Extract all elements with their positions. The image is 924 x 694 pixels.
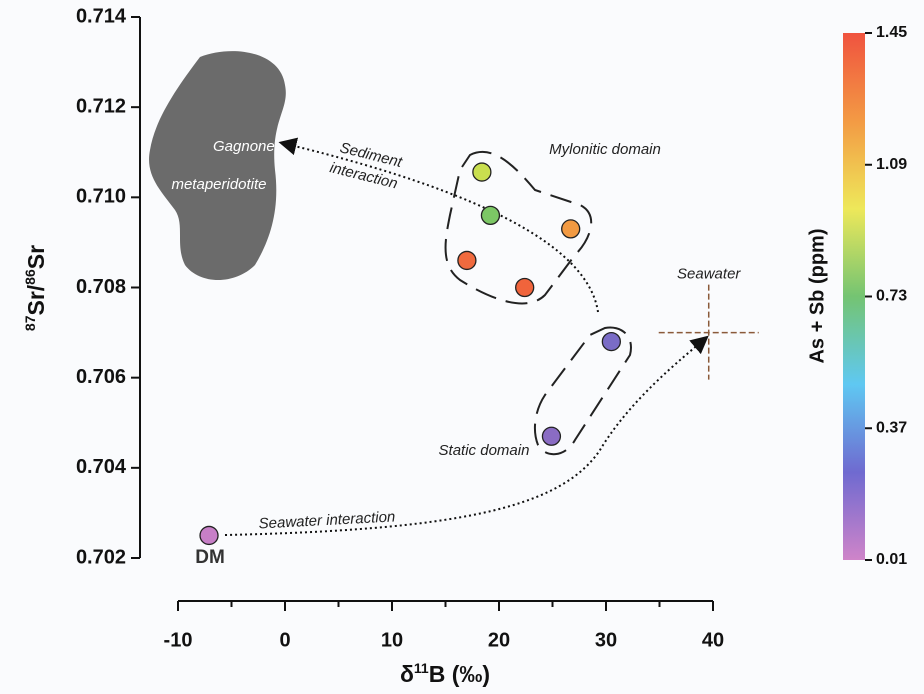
colorbar-tick-label: 1.45 xyxy=(876,24,907,41)
annotation: Gagnone xyxy=(213,138,275,155)
annotation: Seawater xyxy=(677,266,741,283)
colorbar-tick-label: 0.01 xyxy=(876,551,907,568)
mylonitic-outline xyxy=(444,150,593,305)
y-tick-label: 0.710 xyxy=(76,186,126,208)
y-tick-label: 0.704 xyxy=(76,456,127,478)
colorbar-label: As + Sb (ppm) xyxy=(806,228,828,363)
point xyxy=(480,205,501,226)
x-tick-label: -10 xyxy=(164,629,193,651)
y-label-part: 87 xyxy=(22,315,38,331)
x-label-part: 11 xyxy=(414,660,429,676)
point xyxy=(541,426,562,446)
point xyxy=(561,219,581,239)
x-label-part: B (‰) xyxy=(429,661,490,687)
y-tick-label: 0.712 xyxy=(76,95,126,117)
gagnone-blob xyxy=(149,51,286,280)
x-label-part: δ xyxy=(400,661,414,687)
annotation: Static domain xyxy=(439,442,530,459)
annotation: Mylonitic domain xyxy=(549,141,661,158)
point xyxy=(199,525,219,546)
x-tick-label: 30 xyxy=(595,629,617,651)
x-tick-label: 0 xyxy=(279,629,290,651)
x-tick-label: 10 xyxy=(381,629,403,651)
colorbar xyxy=(843,33,865,560)
y-label-part: Sr xyxy=(23,245,49,269)
x-tick-label: 40 xyxy=(702,629,724,651)
y-tick-label: 0.714 xyxy=(76,5,127,27)
annotation: Seawater interaction xyxy=(258,508,395,532)
y-axis-label: 87Sr/86Sr xyxy=(22,245,49,331)
x-axis-label: δ11B (‰) xyxy=(400,660,490,687)
point xyxy=(601,331,621,352)
point xyxy=(472,162,492,182)
point xyxy=(457,250,477,271)
y-tick-label: 0.702 xyxy=(76,546,126,568)
y-tick-label: 0.708 xyxy=(76,276,126,298)
colorbar-tick-label: 1.09 xyxy=(876,156,907,173)
annotation: metaperidotite xyxy=(171,176,266,193)
y-tick-label: 0.706 xyxy=(76,366,126,388)
x-tick-label: 20 xyxy=(488,629,510,651)
y-label-part: 86 xyxy=(22,269,38,285)
y-label-part: Sr/ xyxy=(23,284,49,315)
colorbar-tick-label: 0.73 xyxy=(876,288,907,305)
colorbar-tick-label: 0.37 xyxy=(876,419,907,436)
static-outline xyxy=(533,326,632,456)
annotation: DM xyxy=(195,547,225,568)
point xyxy=(515,277,535,298)
seawater-arrow xyxy=(224,335,709,536)
